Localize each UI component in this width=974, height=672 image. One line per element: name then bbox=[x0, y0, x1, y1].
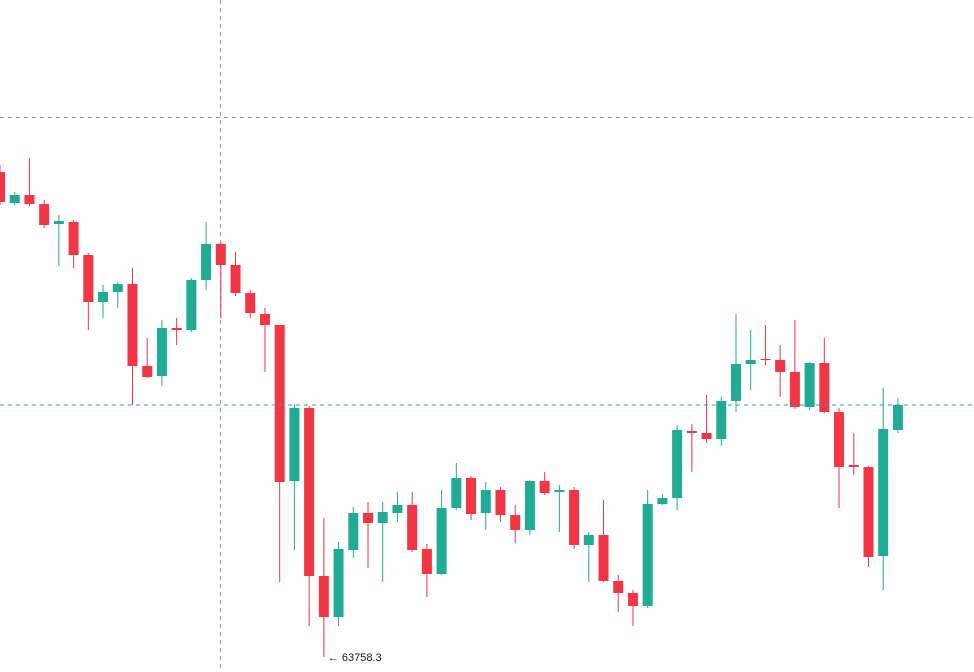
candle-body bbox=[892, 405, 903, 430]
candle-body bbox=[348, 513, 359, 550]
candle-body bbox=[495, 490, 506, 515]
candle-body bbox=[318, 576, 329, 617]
candle-body bbox=[731, 364, 741, 401]
candle-body bbox=[569, 490, 580, 545]
candle-body bbox=[760, 359, 771, 360]
candle-body bbox=[686, 431, 697, 433]
candle-body bbox=[289, 408, 300, 481]
candle-body bbox=[627, 593, 638, 606]
candle-body bbox=[848, 465, 859, 467]
candle-body bbox=[657, 498, 668, 504]
candle-body bbox=[230, 265, 241, 293]
candle-body bbox=[201, 244, 212, 280]
candle-body bbox=[789, 372, 800, 407]
candle-body bbox=[480, 490, 491, 513]
candle-body bbox=[407, 505, 418, 550]
candle-body bbox=[583, 535, 594, 545]
candle-body bbox=[716, 401, 727, 439]
candle-body bbox=[775, 360, 786, 372]
candle-body bbox=[156, 328, 167, 376]
candle-body bbox=[539, 481, 550, 493]
candle-body bbox=[554, 490, 565, 492]
candle-body bbox=[112, 284, 123, 292]
candle-body bbox=[363, 513, 373, 523]
candle-body bbox=[819, 363, 830, 412]
candle-body bbox=[510, 515, 521, 530]
candle-body bbox=[878, 429, 889, 556]
candle-body bbox=[451, 478, 462, 508]
candle-body bbox=[215, 244, 226, 265]
candle-body bbox=[68, 222, 79, 255]
candle-body bbox=[863, 467, 874, 557]
candle-body bbox=[466, 478, 477, 514]
candle-body bbox=[333, 549, 344, 617]
candle-body bbox=[834, 412, 845, 467]
candle-body bbox=[245, 293, 256, 313]
candle-body bbox=[186, 280, 197, 330]
candle-body bbox=[53, 221, 64, 224]
candle-body bbox=[98, 292, 109, 302]
candle-body bbox=[377, 512, 388, 523]
candle-body bbox=[745, 360, 756, 364]
candle-body bbox=[672, 430, 683, 498]
candle-body bbox=[83, 255, 94, 302]
candle-body bbox=[142, 366, 153, 377]
candle-body bbox=[436, 508, 447, 574]
candle-body bbox=[701, 433, 712, 439]
candle-body bbox=[804, 363, 815, 407]
candle-body bbox=[304, 408, 315, 576]
candle-body bbox=[274, 325, 285, 482]
candle-body bbox=[9, 195, 20, 203]
candle-body bbox=[171, 328, 182, 330]
candle-body bbox=[524, 481, 535, 530]
candle-body bbox=[642, 504, 653, 606]
candle-body bbox=[613, 581, 624, 593]
candle-body bbox=[421, 549, 432, 574]
candle-body bbox=[0, 172, 5, 202]
candle-body bbox=[24, 195, 35, 204]
candle-body bbox=[127, 284, 138, 366]
candle-body bbox=[392, 505, 403, 513]
candle-body bbox=[259, 314, 270, 325]
candle-body bbox=[39, 204, 50, 225]
low-annotation: ← 63758.3 bbox=[328, 652, 382, 664]
candle-body bbox=[598, 535, 609, 581]
